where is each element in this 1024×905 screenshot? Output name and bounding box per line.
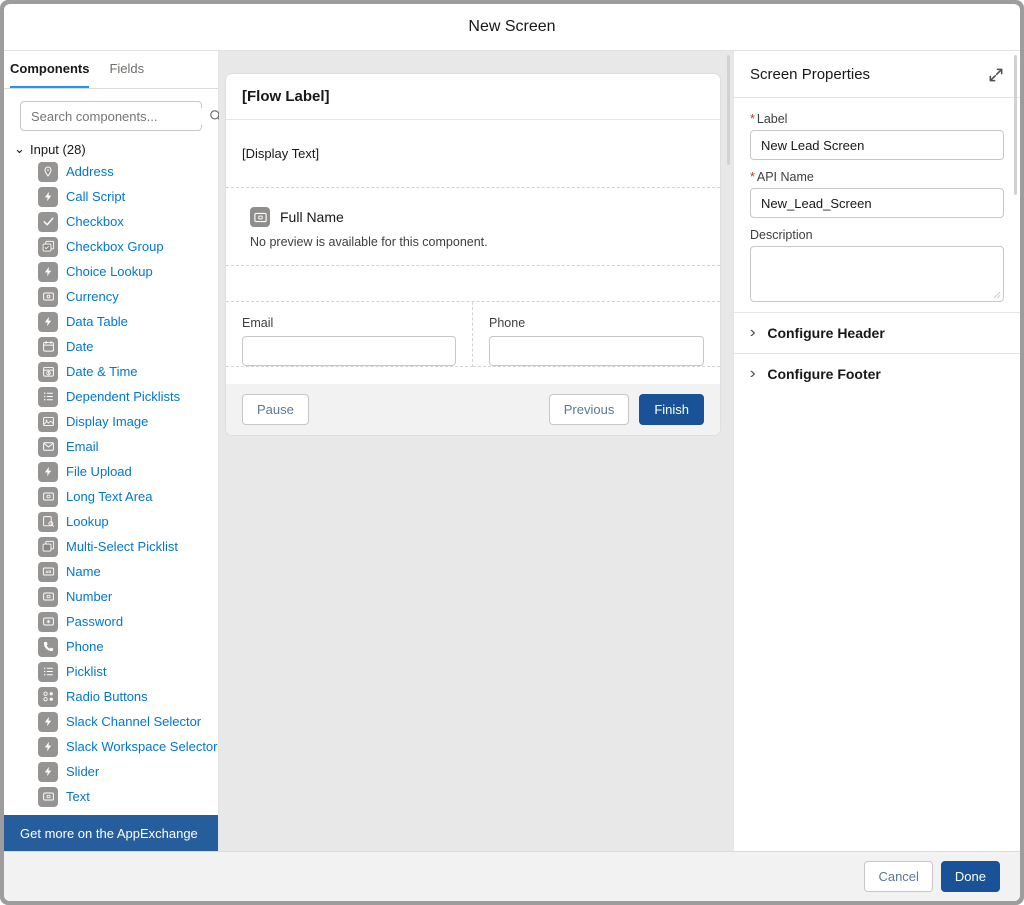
svg-text:AB: AB bbox=[45, 569, 51, 574]
